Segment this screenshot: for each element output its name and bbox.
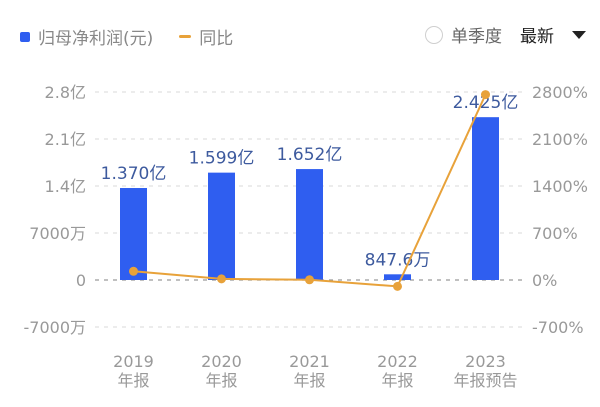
x-axis-type: 年报 <box>205 371 237 390</box>
bar[interactable] <box>208 172 235 280</box>
right-axis-tick: 700% <box>532 224 578 243</box>
bar-series <box>120 117 499 280</box>
yoy-point[interactable] <box>217 274 226 284</box>
bar[interactable] <box>120 188 147 280</box>
bar-series-swatch <box>20 31 30 42</box>
right-axis: 2800% 2100% 1400% 700% 0% -700% <box>532 83 588 337</box>
sort-select[interactable]: 最新 <box>520 27 554 47</box>
line-series <box>129 90 490 291</box>
bar-value-label: 847.6万 <box>365 250 431 270</box>
chart-legend: 归母净利润(元) 同比 <box>20 24 233 49</box>
right-axis-tick: 2100% <box>532 130 588 149</box>
x-axis-type: 年报 <box>381 371 413 390</box>
left-axis-tick: 1.4亿 <box>45 177 86 196</box>
legend-line-label[interactable]: 同比 <box>199 29 234 49</box>
bar[interactable] <box>384 274 411 280</box>
x-axis-year: 2022 <box>377 352 418 371</box>
left-axis-tick: 7000万 <box>29 224 86 243</box>
yoy-point[interactable] <box>481 90 490 100</box>
chevron-down-icon[interactable] <box>572 30 586 39</box>
x-axis-type: 年报预告 <box>453 371 517 390</box>
bar[interactable] <box>472 117 499 280</box>
bar-value-label: 1.652亿 <box>277 145 343 165</box>
quarter-toggle-label[interactable]: 单季度 <box>451 27 502 47</box>
right-axis-tick: 1400% <box>532 177 588 196</box>
x-axis-year: 2019 <box>113 352 154 371</box>
yoy-point[interactable] <box>129 266 138 276</box>
quarter-radio-icon[interactable] <box>425 25 443 44</box>
left-axis-tick: -7000万 <box>24 318 87 337</box>
left-axis-tick: 2.1亿 <box>45 130 86 149</box>
bar-value-labels: 1.370亿 1.599亿 1.652亿 847.6万 2.425亿 <box>101 93 519 270</box>
right-axis-tick: 2800% <box>532 83 588 102</box>
left-axis-tick: 2.8亿 <box>45 83 86 102</box>
x-axis-type: 年报 <box>117 371 149 390</box>
bar-value-label: 1.370亿 <box>101 164 167 184</box>
x-axis-year: 2020 <box>201 352 242 371</box>
yoy-point[interactable] <box>393 281 402 291</box>
x-axis-year: 2021 <box>289 352 330 371</box>
left-axis: 2.8亿 2.1亿 1.4亿 7000万 0 -7000万 <box>24 83 87 337</box>
x-axis-type: 年报 <box>293 371 325 390</box>
yoy-point[interactable] <box>305 275 314 285</box>
left-axis-tick: 0 <box>76 271 86 290</box>
line-series-swatch <box>179 35 192 38</box>
x-axis-year: 2023 <box>465 352 506 371</box>
legend-bar-label[interactable]: 归母净利润(元) <box>38 29 154 49</box>
bar-value-label: 2.425亿 <box>453 93 519 113</box>
chart-controls: 单季度 最新 <box>425 22 586 47</box>
bar[interactable] <box>296 169 323 280</box>
right-axis-tick: 0% <box>532 271 557 290</box>
right-axis-tick: -700% <box>532 318 584 337</box>
bar-value-label: 1.599亿 <box>189 149 255 169</box>
